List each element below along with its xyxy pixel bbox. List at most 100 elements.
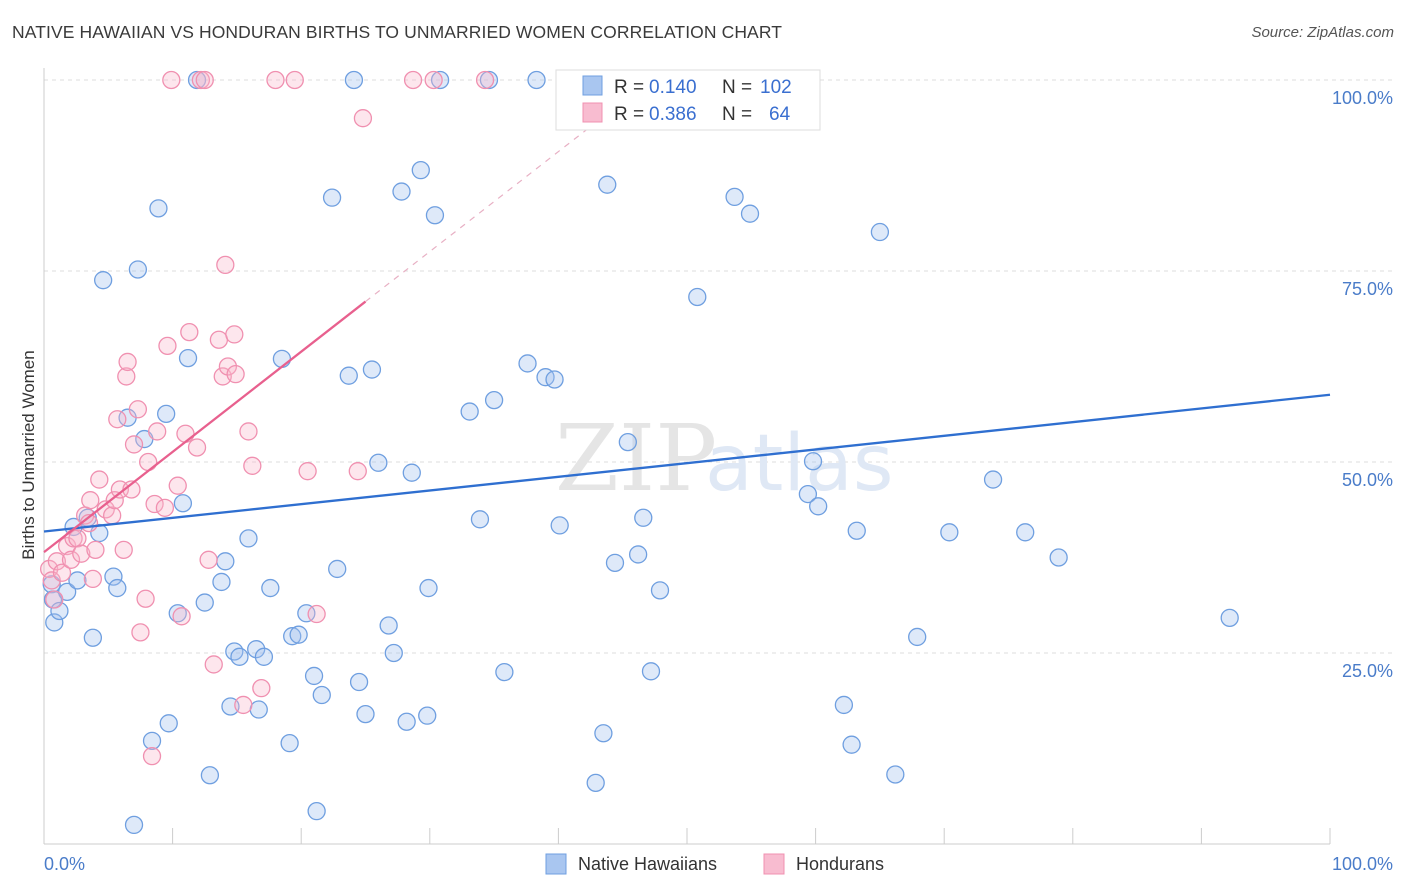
point-honduran-60 [353,109,373,128]
point-native-hawaiian-99 [1049,548,1068,567]
point-native-hawaiian-10 [94,271,113,290]
point-native-hawaiian-22 [173,494,193,513]
y-tick-label-75: 75.0% [1342,279,1393,299]
point-honduran-19 [108,410,127,429]
stats-legend: R = 0.140 N = 102 R = 0.386 N = 64 [555,69,821,131]
point-honduran-3 [47,552,67,571]
point-honduran-39 [180,322,199,342]
point-honduran-50 [226,364,245,384]
trend-line-native-hawaiians [43,393,1331,533]
point-native-hawaiian-61 [425,206,445,225]
point-native-hawaiian-89 [809,497,828,516]
point-native-hawaiian-68 [518,354,537,373]
bottom-legend-swatch-pink [763,853,785,875]
point-honduran-40 [187,438,207,457]
point-honduran-12 [81,491,100,510]
point-native-hawaiian-45 [322,188,342,207]
point-honduran-54 [252,678,271,698]
point-honduran-47 [216,255,235,275]
source-credit: Source: ZipAtlas.com [1251,24,1394,41]
point-native-hawaiian-37 [272,349,292,369]
point-honduran-45 [209,330,229,349]
point-native-hawaiian-77 [605,553,625,572]
point-native-hawaiian-6 [68,571,87,590]
point-native-hawaiian-52 [369,453,388,472]
point-honduran-36 [168,476,187,495]
point-native-hawaiian-23 [178,348,198,368]
chart-title: NATIVE HAWAIIAN VS HONDURAN BIRTHS TO UN… [12,22,783,42]
trend-extension-hondurans [365,113,608,303]
point-honduran-1 [42,571,61,590]
point-honduran-38 [176,424,195,443]
legend-n-value-blue: 102 [760,77,792,98]
point-native-hawaiian-46 [328,559,347,579]
point-native-hawaiian-82 [650,581,670,600]
point-honduran-26 [128,400,148,419]
trend-lines [43,113,1331,554]
point-native-hawaiian-24 [187,70,207,90]
point-honduran-37 [172,607,191,626]
point-native-hawaiian-36 [261,578,280,598]
point-native-hawaiian-25 [195,593,214,612]
point-native-hawaiian-17 [142,731,162,751]
point-native-hawaiian-2 [45,613,64,632]
point-native-hawaiian-55 [392,182,411,201]
point-honduran-55 [266,70,285,90]
point-honduran-8 [68,529,87,548]
point-native-hawaiian-51 [362,360,382,379]
point-native-hawaiian-90 [834,695,854,715]
watermark-zip: ZIP [555,405,717,512]
x-tick-label-max: 100.0% [1332,854,1393,874]
point-native-hawaiian-53 [379,616,398,635]
point-native-hawaiian-31 [230,647,249,666]
point-honduran-29 [139,452,158,472]
point-native-hawaiian-20 [159,714,178,733]
point-native-hawaiian-48 [344,70,364,90]
legend-swatch-pink [582,102,603,123]
point-honduran-52 [239,422,258,441]
point-honduran-25 [124,435,144,454]
point-native-hawaiian-97 [983,470,1003,489]
point-native-hawaiian-35 [254,647,274,666]
point-native-hawaiian-57 [402,463,421,482]
point-honduran-34 [158,336,177,356]
point-native-hawaiian-62 [430,70,450,90]
point-honduran-48 [218,357,238,376]
point-native-hawaiian-32 [239,529,258,548]
bottom-legend-label-pink: Hondurans [796,854,884,874]
point-native-hawaiian-18 [149,199,168,218]
point-native-hawaiian-78 [618,432,637,452]
point-native-hawaiian-60 [419,578,438,598]
point-honduran-49 [225,325,244,344]
point-native-hawaiian-85 [740,204,760,223]
point-honduran-42 [195,70,214,90]
point-honduran-21 [114,540,133,560]
y-axis-label: Births to Unmarried Women [19,350,38,559]
point-native-hawaiian-43 [307,801,326,821]
point-native-hawaiian-64 [470,510,490,529]
point-honduran-9 [72,544,91,563]
point-honduran-56 [285,70,304,90]
point-honduran-4 [52,563,72,582]
hondurans-points [39,70,495,766]
point-honduran-6 [61,550,81,569]
point-honduran-51 [234,695,253,715]
point-native-hawaiian-94 [886,765,905,784]
point-honduran-58 [307,604,326,624]
point-native-hawaiian-67 [495,662,514,682]
point-honduran-14 [86,540,105,560]
y-tick-label-50: 50.0% [1342,470,1393,490]
point-honduran-35 [162,70,181,90]
point-honduran-28 [136,589,155,608]
point-native-hawaiian-59 [418,706,437,725]
trend-line-hondurans [43,300,367,554]
point-honduran-18 [105,491,124,510]
point-native-hawaiian-27 [212,572,231,592]
point-native-hawaiian-38 [280,734,299,753]
y-tick-label-25: 25.0% [1342,661,1393,681]
point-honduran-31 [145,494,164,514]
point-honduran-17 [103,506,122,525]
point-honduran-62 [424,70,443,90]
legend-r-value-blue: 0.140 [649,77,697,98]
